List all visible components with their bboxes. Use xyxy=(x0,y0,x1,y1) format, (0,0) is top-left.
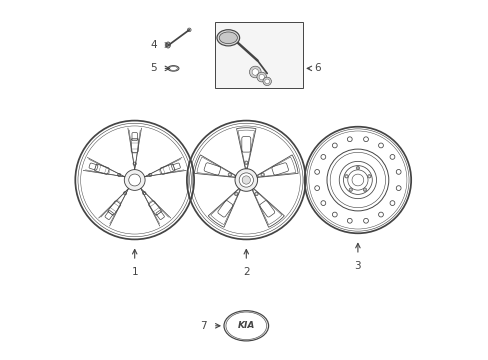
Circle shape xyxy=(143,192,145,194)
Circle shape xyxy=(133,163,136,165)
Text: 4: 4 xyxy=(150,40,156,50)
Circle shape xyxy=(263,77,271,86)
Circle shape xyxy=(264,79,269,84)
Circle shape xyxy=(123,192,126,195)
Circle shape xyxy=(332,143,337,148)
Circle shape xyxy=(252,69,258,75)
Circle shape xyxy=(254,192,258,196)
Ellipse shape xyxy=(169,66,177,71)
Ellipse shape xyxy=(165,42,170,48)
Circle shape xyxy=(261,174,263,176)
Circle shape xyxy=(314,170,319,174)
Circle shape xyxy=(314,186,319,190)
Circle shape xyxy=(259,75,264,80)
Circle shape xyxy=(363,188,366,192)
Text: KIA: KIA xyxy=(237,321,254,330)
Ellipse shape xyxy=(166,43,169,47)
Circle shape xyxy=(256,72,266,82)
Circle shape xyxy=(228,173,231,176)
Circle shape xyxy=(244,162,247,164)
Circle shape xyxy=(395,186,400,190)
Circle shape xyxy=(367,175,370,178)
Circle shape xyxy=(320,201,325,206)
Circle shape xyxy=(363,189,365,191)
Circle shape xyxy=(117,173,121,177)
Circle shape xyxy=(344,175,347,178)
Circle shape xyxy=(348,188,352,192)
Circle shape xyxy=(124,170,145,190)
Circle shape xyxy=(346,137,351,141)
Text: 6: 6 xyxy=(314,63,321,73)
Bar xyxy=(215,22,303,88)
Circle shape xyxy=(332,212,337,217)
Circle shape xyxy=(355,166,359,170)
Circle shape xyxy=(228,174,230,176)
Text: 2: 2 xyxy=(243,267,249,277)
Ellipse shape xyxy=(219,32,237,44)
Circle shape xyxy=(128,174,141,186)
Ellipse shape xyxy=(167,66,179,71)
Circle shape xyxy=(351,174,363,186)
Circle shape xyxy=(187,28,191,32)
Circle shape xyxy=(367,175,369,177)
Text: 7: 7 xyxy=(200,321,206,331)
Circle shape xyxy=(239,173,253,187)
Circle shape xyxy=(363,137,367,141)
Circle shape xyxy=(378,212,383,217)
Circle shape xyxy=(356,167,358,169)
Circle shape xyxy=(389,154,394,159)
Circle shape xyxy=(148,173,152,177)
Circle shape xyxy=(142,192,145,195)
Circle shape xyxy=(242,176,250,184)
Circle shape xyxy=(235,169,257,191)
Circle shape xyxy=(395,170,400,174)
Circle shape xyxy=(345,175,347,177)
Circle shape xyxy=(349,189,351,191)
Circle shape xyxy=(149,174,151,176)
Circle shape xyxy=(346,219,351,223)
Circle shape xyxy=(234,192,238,196)
Circle shape xyxy=(118,174,120,176)
Circle shape xyxy=(235,193,237,195)
Text: 3: 3 xyxy=(354,261,361,271)
Circle shape xyxy=(363,219,367,223)
Ellipse shape xyxy=(224,311,268,341)
Circle shape xyxy=(261,173,264,176)
Circle shape xyxy=(249,66,261,78)
Ellipse shape xyxy=(225,312,266,339)
Circle shape xyxy=(133,162,136,165)
Circle shape xyxy=(124,192,126,194)
Text: 1: 1 xyxy=(131,267,138,277)
Ellipse shape xyxy=(217,30,239,46)
Circle shape xyxy=(389,201,394,206)
Circle shape xyxy=(320,154,325,159)
Circle shape xyxy=(378,143,383,148)
Circle shape xyxy=(244,161,247,165)
Circle shape xyxy=(255,193,257,195)
Text: 5: 5 xyxy=(150,63,156,73)
